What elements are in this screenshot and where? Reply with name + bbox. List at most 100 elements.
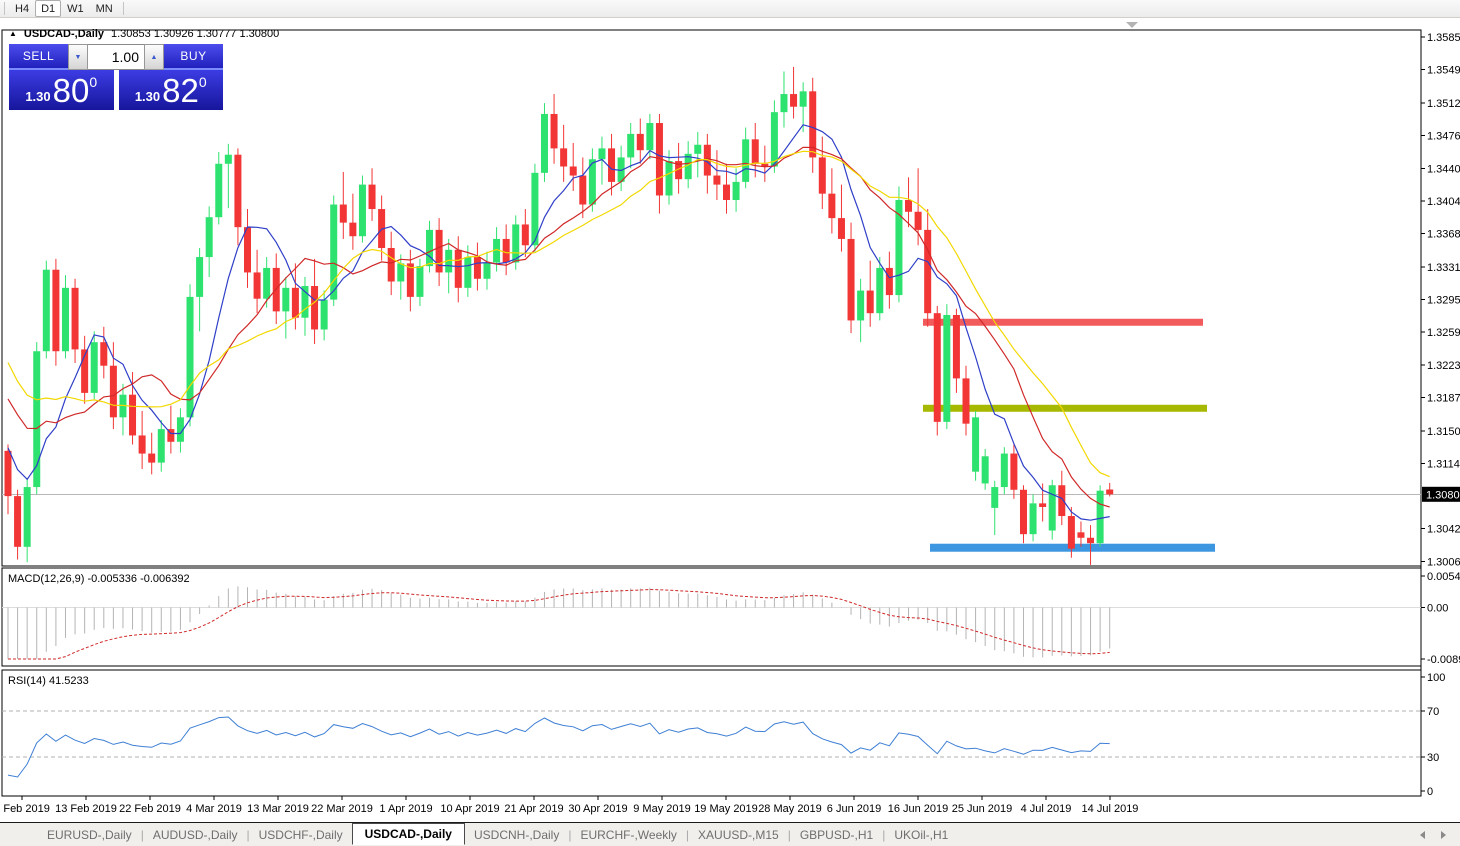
tab-scroll-left-icon[interactable]	[1420, 831, 1425, 839]
candle	[885, 251, 893, 309]
candle	[569, 142, 577, 191]
buy-price-tile[interactable]: 1.30 82 0	[118, 70, 223, 110]
candle	[435, 218, 443, 287]
tab-separator: |	[787, 827, 791, 842]
candle	[924, 209, 932, 327]
candle	[282, 276, 290, 339]
chart-tab-usdcad[interactable]: USDCAD-,Daily	[351, 822, 465, 845]
buy-button[interactable]: BUY	[164, 44, 223, 70]
chart-tab-usdchf[interactable]: USDCHF-,Daily	[258, 827, 343, 842]
sell-price-tile[interactable]: 1.30 80 0	[9, 70, 114, 110]
candle	[972, 410, 980, 481]
ma-fast-line	[7, 124, 1110, 521]
timeframe-button-mn[interactable]: MN	[95, 2, 113, 15]
candle	[876, 257, 884, 321]
candle	[464, 245, 472, 297]
candle	[866, 260, 874, 327]
chart-title: ▲ USDCAD-,Daily 1.30853 1.30926 1.30777 …	[9, 28, 279, 40]
chart-tab-eurusd[interactable]: EURUSD-,Daily	[47, 827, 132, 842]
candle	[320, 290, 328, 341]
candle	[1106, 482, 1114, 497]
candle	[1096, 485, 1104, 547]
macd-signal-line	[8, 588, 1110, 660]
candle	[473, 242, 481, 291]
candle	[368, 168, 376, 221]
rsi-line	[7, 716, 1110, 778]
hline-resistance-mid[interactable]	[923, 404, 1207, 412]
price-axis[interactable]: 1.35850 1.35490 1.35120 1.34760 1.34400 1.340…	[1421, 32, 1460, 798]
candle	[799, 82, 807, 133]
svg-text:30: 30	[1427, 752, 1439, 764]
candle	[837, 184, 845, 252]
svg-text:1.33310: 1.33310	[1427, 262, 1460, 274]
candle	[790, 66, 798, 119]
svg-text:1.33680: 1.33680	[1427, 229, 1460, 241]
candle	[521, 209, 529, 258]
chart-tab-usdcnh[interactable]: USDCNH-,Daily	[473, 827, 560, 842]
buy-price-sup: 0	[198, 74, 207, 90]
svg-text:1.35490: 1.35490	[1427, 65, 1460, 77]
candle	[991, 480, 999, 536]
svg-text:100: 100	[1427, 672, 1445, 684]
chart-canvas[interactable]: MACD(12,26,9) -0.005336 -0.006392 RSI(14)…	[0, 0, 1460, 822]
chart-tab-audusd[interactable]: AUDUSD-,Daily	[152, 827, 238, 842]
timeframe-button-d1[interactable]: D1	[35, 0, 62, 17]
candle	[751, 123, 759, 178]
candle	[291, 263, 299, 330]
svg-text:1.35850: 1.35850	[1427, 32, 1460, 44]
tab-separator: |	[882, 827, 886, 842]
timeframe-button-w1[interactable]: W1	[67, 2, 84, 15]
candle	[205, 206, 213, 277]
candle	[33, 342, 41, 495]
tab-separator: |	[685, 827, 690, 842]
chart-tab-ukoil[interactable]: UKOil-,H1	[894, 827, 949, 842]
chart-tab-xauusd[interactable]: XAUUSD-,M15	[698, 827, 779, 842]
candle	[358, 175, 366, 243]
candle	[61, 275, 69, 359]
candle	[148, 432, 156, 475]
current-price-tag	[1422, 486, 1460, 502]
candle	[330, 195, 338, 306]
volume-input[interactable]	[88, 44, 144, 70]
svg-text:1.30060: 1.30060	[1427, 556, 1460, 568]
candle	[943, 304, 951, 430]
candle	[780, 71, 788, 128]
sell-price-big: 80	[52, 71, 90, 109]
svg-text:1.30800: 1.30800	[1426, 489, 1460, 501]
svg-text:1.35120: 1.35120	[1427, 98, 1460, 110]
candle	[301, 276, 309, 336]
candle	[895, 186, 903, 303]
candle	[981, 449, 989, 490]
svg-text:1.31500: 1.31500	[1427, 426, 1460, 438]
candle	[263, 257, 271, 308]
sell-button[interactable]: SELL	[9, 44, 68, 70]
hline-resistance-upper[interactable]	[923, 318, 1203, 326]
candle	[23, 478, 31, 563]
trade-panel-collapse-icon[interactable]: ▲	[9, 29, 17, 38]
timeframe-button-h4[interactable]: H4	[15, 2, 30, 15]
volume-increase-button[interactable]: ▲	[144, 44, 164, 70]
volume-decrease-button[interactable]: ▼	[68, 44, 88, 70]
candle	[646, 113, 654, 160]
macd-label: MACD(12,26,9) -0.005336 -0.006392	[8, 573, 190, 585]
svg-text:1.32590: 1.32590	[1427, 327, 1460, 339]
candle	[119, 383, 127, 436]
one-click-trade-panel: SELL ▼ ▲ BUY 1.30 80 0 1.30 82 0	[9, 44, 223, 110]
candle	[962, 365, 970, 436]
tab-scroll-right-icon[interactable]	[1441, 831, 1446, 839]
chart-tab-eurchf[interactable]: EURCHF-,Weekly	[580, 827, 677, 842]
rsi-label: RSI(14) 41.5233	[8, 675, 89, 687]
svg-text:1.31870: 1.31870	[1427, 392, 1460, 404]
candle	[742, 127, 750, 189]
candle	[454, 236, 462, 303]
chart-tab-gbpusd[interactable]: GBPUSD-,H1	[799, 827, 874, 842]
svg-text:1.34760: 1.34760	[1427, 131, 1460, 143]
svg-text:-0.008973: -0.008973	[1427, 654, 1460, 666]
candle	[598, 136, 606, 185]
macd-pane: MACD(12,26,9) -0.005336 -0.006392	[2, 573, 1421, 660]
candle	[90, 331, 98, 400]
candle	[196, 247, 204, 332]
candle	[847, 222, 855, 334]
